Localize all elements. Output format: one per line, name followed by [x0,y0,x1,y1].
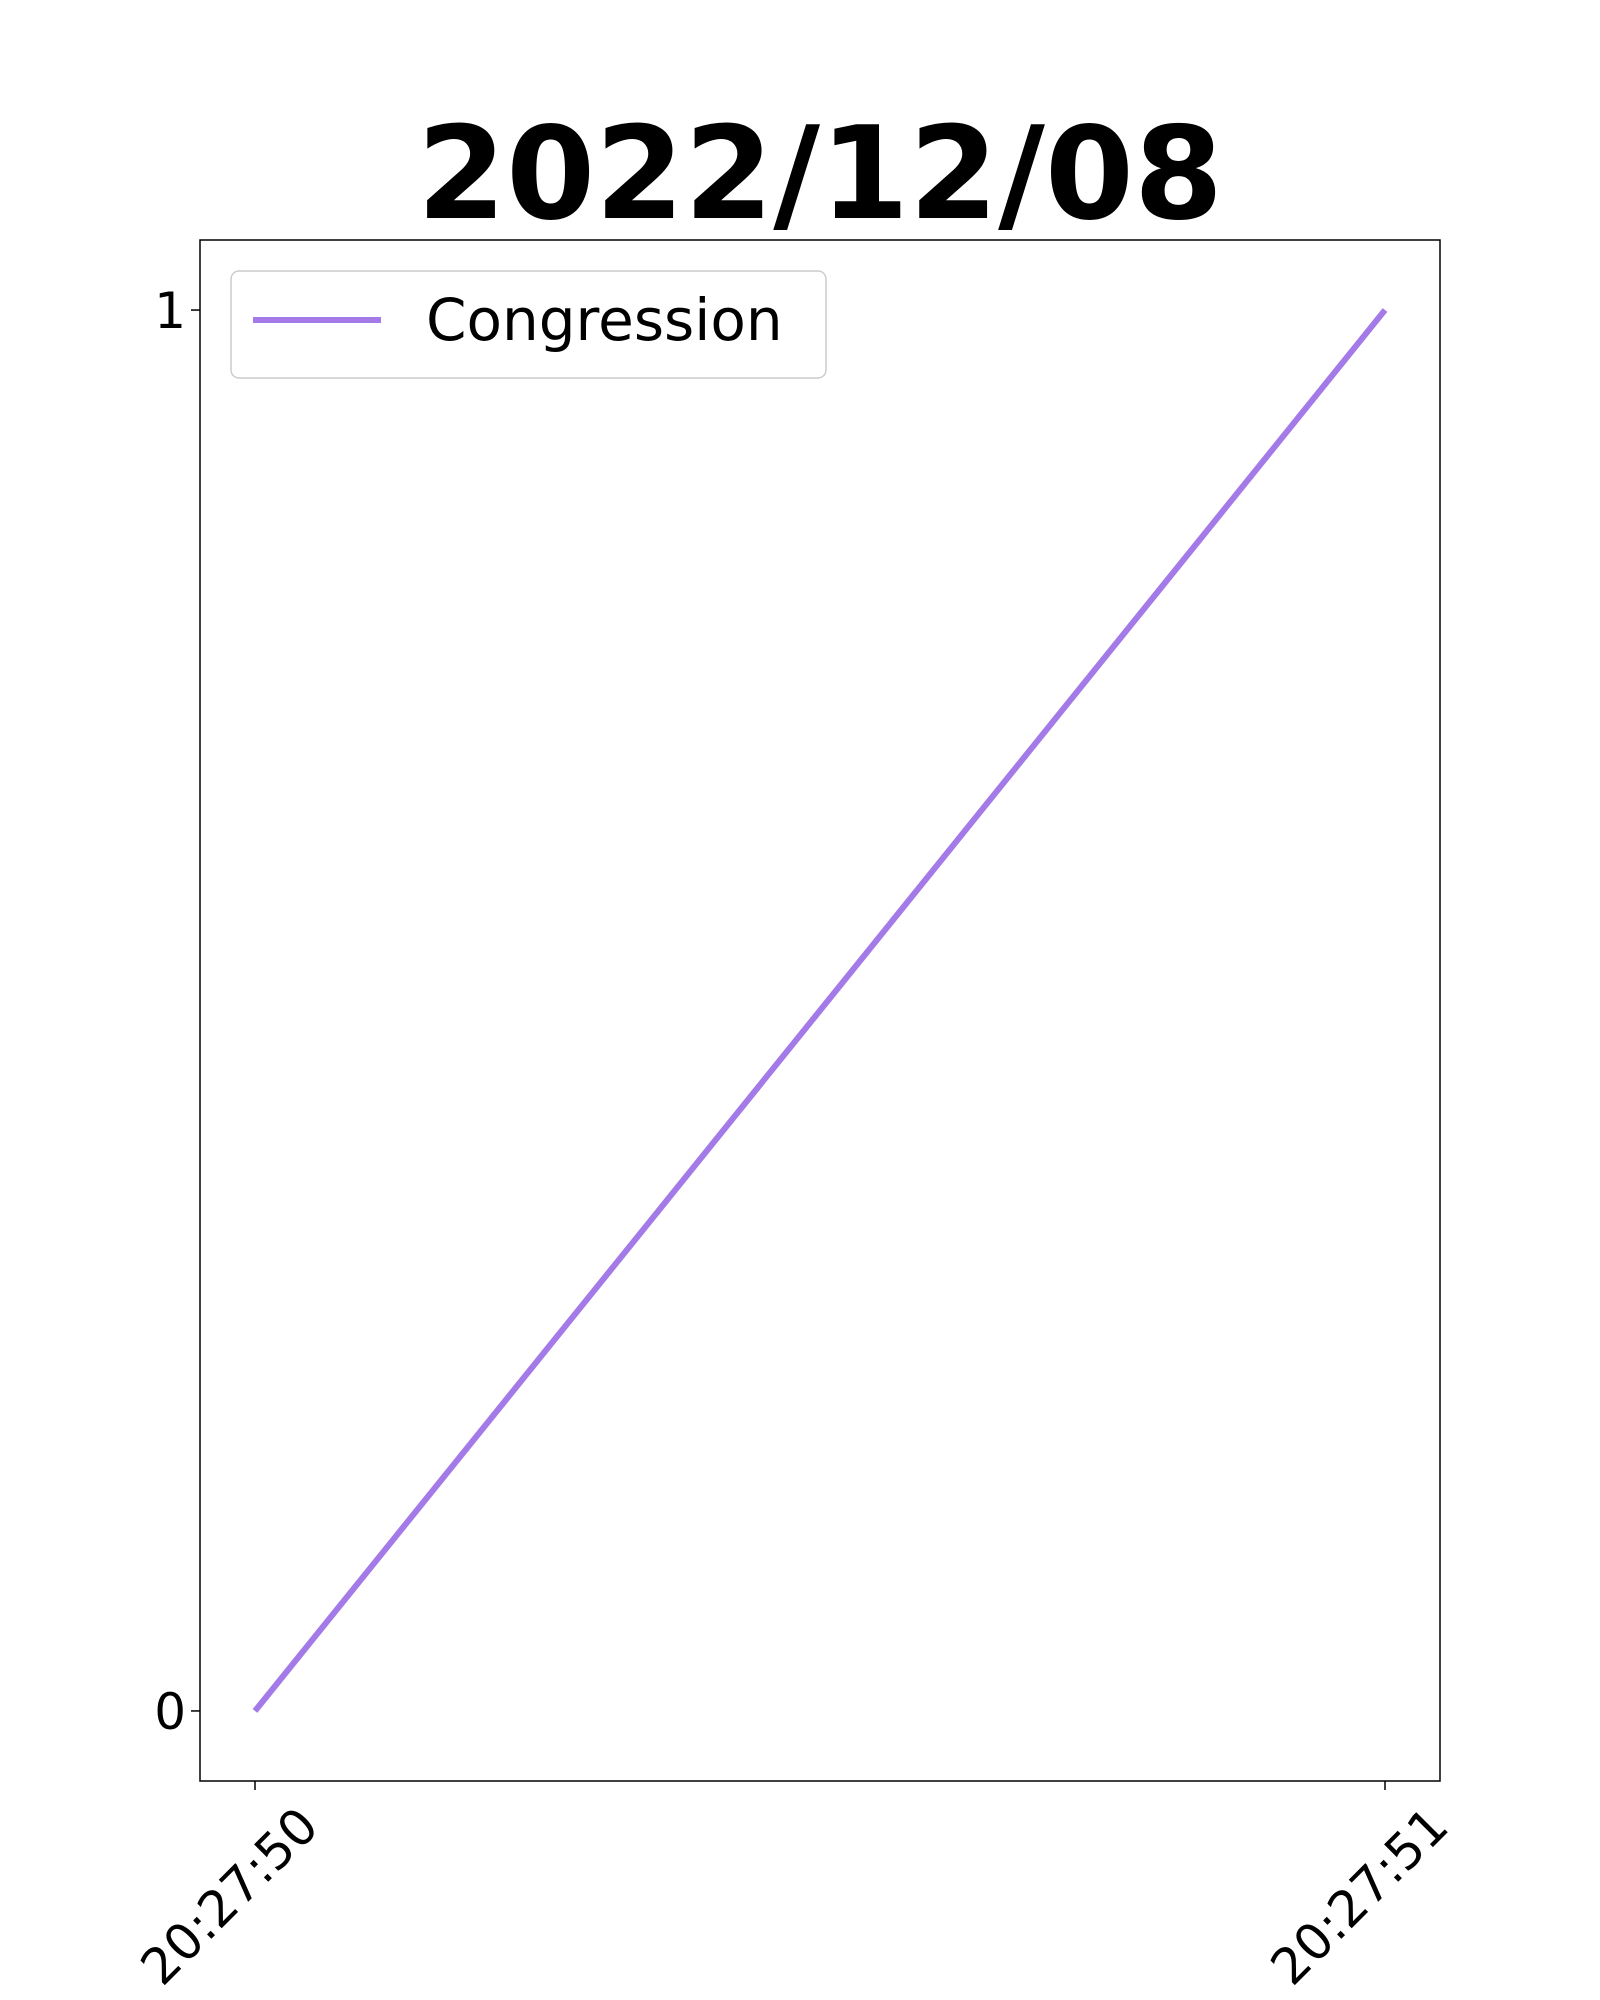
axis-ticks: 0 1 20:27:50 20:27:51 [130,282,1460,1996]
legend-label: Congression [426,286,783,354]
plot-frame [199,239,1441,1782]
y-tick-label: 0 [154,1683,186,1741]
x-tick-label: 20:27:50 [130,1796,330,1996]
chart-title: 2022/12/08 [417,100,1223,249]
legend: Congression [230,270,827,379]
x-tick-label: 20:27:51 [1260,1796,1460,1996]
y-tick-label: 1 [154,282,186,340]
series-line [252,308,1388,1713]
series-layer [252,308,1388,1713]
legend-frame [230,270,827,379]
